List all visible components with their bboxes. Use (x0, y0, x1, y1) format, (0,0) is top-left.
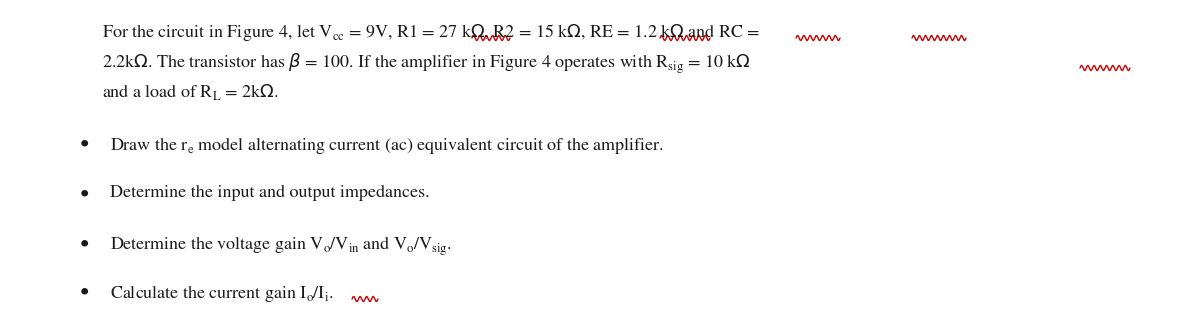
Text: For the circuit in Figure 4, let V$_{\mathregular{cc}}$ = 9V, R1 = 27 k$\Omega$,: For the circuit in Figure 4, let V$_{\ma… (101, 22, 761, 43)
Text: •: • (80, 185, 90, 201)
Text: •: • (80, 283, 90, 299)
Text: •: • (80, 135, 90, 151)
Text: Draw the r$_{\mathregular{e}}$ model alternating current (ac) equivalent circuit: Draw the r$_{\mathregular{e}}$ model alt… (110, 135, 664, 156)
Text: Calculate the current gain I$_{\mathregular{o}}$/I$_{\mathregular{i}}$.: Calculate the current gain I$_{\mathregu… (110, 283, 333, 304)
Text: •: • (80, 235, 90, 251)
Text: Determine the voltage gain V$_{\mathregular{o}}$/V$_{\mathregular{in}}$ and V$_{: Determine the voltage gain V$_{\mathregu… (110, 235, 453, 258)
Text: Determine the input and output impedances.: Determine the input and output impedance… (110, 185, 430, 201)
Text: and a load of R$_{\mathregular{L}}$ = 2k$\Omega$.: and a load of R$_{\mathregular{L}}$ = 2k… (101, 82, 278, 102)
Text: 2.2k$\Omega$. The transistor has $\beta$ = 100. If the amplifier in Figure 4 ope: 2.2k$\Omega$. The transistor has $\beta$… (101, 52, 751, 76)
